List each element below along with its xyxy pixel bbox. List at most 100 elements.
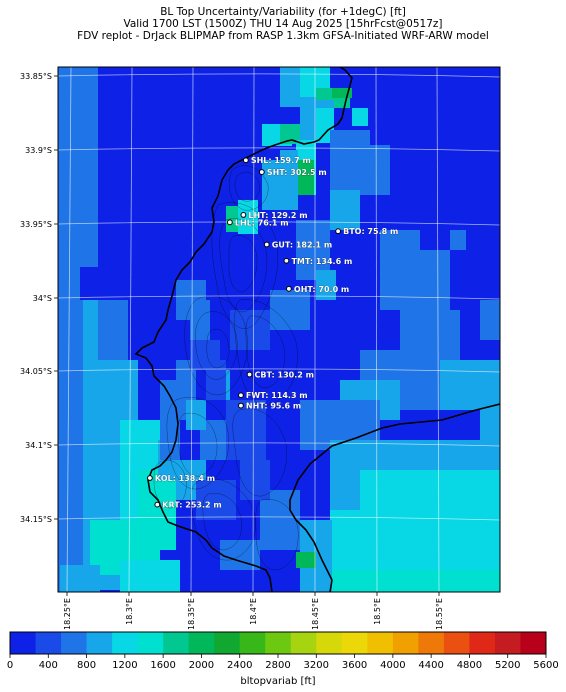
lon-tick-label: 18.3°E [125,598,134,625]
station[interactable]: LHL: 76.1 m [226,218,289,227]
colorbar-tick-label: 3200 [304,660,329,671]
station-label: TMT: 134.6 m [291,257,352,266]
colorbar-segment [61,632,88,654]
station[interactable]: SHT: 302.5 m [258,168,327,177]
colorbar-segment [86,632,113,654]
colorbar-segment [112,632,139,654]
station-label: LHT: 129.2 m [248,211,307,220]
map-title-line1: BL Top Uncertainty/Variability (for +1de… [160,6,406,18]
station[interactable]: CBT: 130.2 m [246,370,314,380]
colorbar-segment [137,632,164,654]
colorbar-segment [341,632,368,654]
field-cell [316,108,334,143]
station-marker[interactable] [286,285,292,292]
field-cell [98,300,128,360]
lon-tick-label: 18.35°E [187,598,196,630]
station-marker[interactable] [154,501,161,508]
station-label: BTO: 75.8 m [343,227,398,236]
station-marker[interactable] [335,228,342,235]
station-marker[interactable] [240,212,247,218]
station-label: KRT: 253.2 m [162,501,221,510]
field-cell [238,200,258,234]
station[interactable]: LHT: 129.2 m [240,211,308,220]
station[interactable]: KOL: 138.4 m [147,474,216,483]
station[interactable]: GUT: 182.1 m [263,240,332,250]
station[interactable]: TMT: 134.6 m [283,257,352,266]
station[interactable]: NHT: 95.6 m [238,401,302,411]
colorbar-segment [392,632,419,654]
field-cell [58,300,83,592]
station-label: SHL: 159.7 m [251,156,311,165]
station-marker[interactable] [258,169,265,175]
colorbar-label: bltopvariab [ft] [240,676,315,687]
station[interactable]: SHL: 159.7 m [242,156,311,165]
station-marker[interactable] [242,157,249,164]
colorbar-segment [290,632,317,654]
colorbar-segment [418,632,445,654]
station-marker[interactable] [283,257,290,264]
station-marker[interactable] [226,219,233,226]
field-cell [120,560,180,592]
field-cell [380,230,420,310]
colorbar-segment [10,632,37,654]
field-cell [60,565,100,592]
colorbar-tick-label: 0 [7,660,13,671]
colorbar-segment [494,632,521,654]
field-cell [480,300,500,340]
station-label: SHT: 302.5 m [267,168,327,177]
field-cell [296,552,316,568]
field-cell [298,160,314,195]
map-title-line2: Valid 1700 LST (1500Z) THU 14 Aug 2025 [… [123,18,443,30]
lat-tick-label: 33.85°S [20,72,52,81]
colorbar-segment [214,632,241,654]
station[interactable]: FWT: 114.3 m [238,391,308,400]
latitude-axis: 33.85°S 33.9°S 33.95°S 34°S 34.05°S 34.1°S 34.… [20,72,58,524]
station-marker[interactable] [147,475,153,481]
field-cell [240,460,270,500]
station-marker[interactable] [263,241,270,248]
station[interactable]: BTO: 75.8 m [335,227,399,236]
colorbar-tick-label: 5200 [495,660,520,671]
colorbar-segment [443,632,470,654]
lon-tick-label: 18.5°E [373,598,382,625]
field-cell [332,88,352,98]
lat-tick-label: 34°S [33,294,52,303]
colorbar-segment [35,632,62,654]
station-markers: SHL: 159.7 m SHT: 302.5 m LHT: 129.2 mLHL:… [147,156,399,510]
lon-tick-label: 18.4°E [249,598,258,625]
colorbar-tick-label: 4400 [418,660,443,671]
field-cell [320,570,500,592]
station-label: OHT: 70.0 m [294,285,349,294]
station-label: LHL: 76.1 m [235,218,289,227]
colorbar-segment [239,632,266,654]
longitude-axis: 18.25°E 18.3°E 18.35°E 18.4°E 18.45°E 18.5°E 1… [63,592,444,630]
station-label: NHT: 95.6 m [246,402,301,411]
colorbar-tick-label: 5600 [533,660,558,671]
field-cell [400,310,460,350]
colorbar-segment [520,632,547,654]
map-title-line3: FDV replot - DrJack BLIPMAP from RASP 1.… [77,30,489,42]
field-cell [186,400,206,430]
graticule [58,67,500,592]
field-cell [316,270,336,300]
station[interactable]: KRT: 253.2 m [154,500,222,510]
lat-tick-label: 33.95°S [20,220,52,229]
lat-tick-label: 34.05°S [20,367,52,376]
colorbar-tick-label: 2400 [227,660,252,671]
colorbar-segment [188,632,215,654]
station[interactable]: OHT: 70.0 m [286,285,350,294]
colorbar-tick-label: 3600 [342,660,367,671]
station-marker[interactable] [238,402,244,409]
lat-tick-label: 33.9°S [25,146,52,155]
lat-tick-label: 34.1°S [25,441,52,450]
colorbar-segment [163,632,190,654]
lat-tick-label: 34.15°S [20,515,52,524]
colorbar-segment [265,632,292,654]
station-marker[interactable] [246,371,253,378]
field-cell [280,150,298,210]
station-marker[interactable] [238,392,244,399]
field-cell [80,67,98,267]
field-cell [196,480,236,520]
field-cell [280,124,300,144]
lon-tick-label: 18.45°E [311,598,320,630]
